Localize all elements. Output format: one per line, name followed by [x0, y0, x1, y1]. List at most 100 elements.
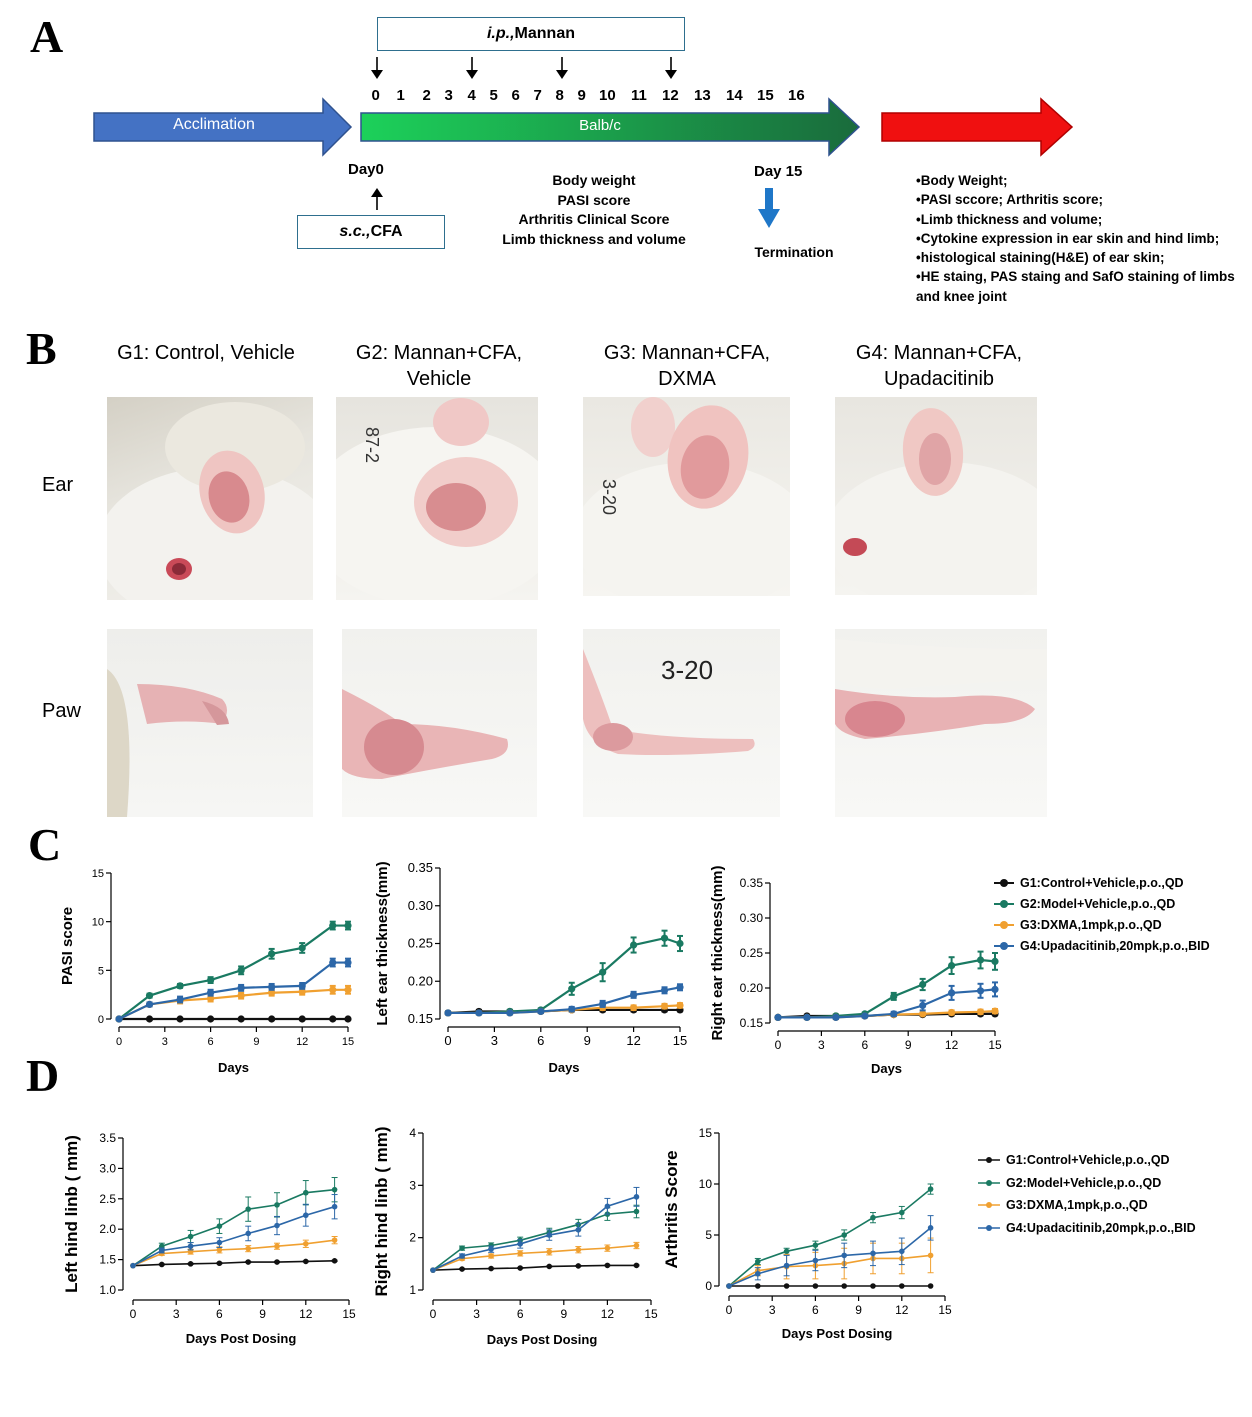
- chart-right-ear-thickness: 0.15 0.20 0.25 0.30 0.35 0 3 6 9 12 15 Days Right ea…: [709, 865, 1002, 1076]
- handwritten-label: 3-20: [599, 479, 619, 515]
- y-tick-label: 0.25: [740, 946, 764, 960]
- endpoint-item: •Body Weight;: [916, 173, 1008, 188]
- legend-item-g3: G3:DXMA,1mpk,p.o.,QD: [994, 914, 1210, 935]
- data-point: [159, 1247, 165, 1254]
- y-axis-label: PASI score: [59, 907, 76, 985]
- day0-label: Day0: [348, 161, 384, 178]
- y-tick-label: 0.25: [408, 936, 433, 951]
- day0-up-arrow: [371, 188, 383, 210]
- data-point: [344, 921, 352, 930]
- x-tick-label: 12: [626, 1033, 640, 1048]
- data-point: [870, 1250, 876, 1257]
- data-point: [861, 1012, 869, 1020]
- data-point: [630, 941, 638, 949]
- endpoint-item: •PASI sccore; Arthritis score;: [916, 192, 1104, 208]
- endpoint-item: •histological staining(H&E) of ear skin;: [916, 250, 1165, 266]
- series-4: [444, 983, 684, 1017]
- endpoint-item: and knee joint: [916, 288, 1007, 304]
- data-point: [274, 1243, 280, 1250]
- day-number: 12: [662, 87, 679, 104]
- x-tick-label: 12: [296, 1036, 308, 1048]
- data-point: [899, 1248, 905, 1255]
- day15-label: Day 15: [754, 163, 803, 180]
- x-tick-label: 12: [945, 1038, 959, 1052]
- measure-item: Body weight: [552, 172, 636, 188]
- series-2: [774, 950, 999, 1022]
- series-2: [444, 929, 684, 1017]
- day-number: 0: [371, 87, 380, 104]
- chart-pasi-score: 0 5 10 15 0 3 6 9 12 15 Days PASI score: [59, 868, 354, 1075]
- x-tick-label: 6: [216, 1307, 223, 1321]
- y-tick-label: 3.5: [99, 1131, 116, 1145]
- legend-c: G1:Control+Vehicle,p.o.,QD G2:Model+Vehi…: [994, 872, 1210, 956]
- data-point: [517, 1241, 523, 1247]
- data-point: [303, 1189, 309, 1196]
- data-point: [303, 1212, 309, 1219]
- ip-route: i.p.,: [486, 25, 515, 42]
- x-tick-label: 3: [473, 1307, 480, 1321]
- y-tick-label: 0.35: [408, 860, 433, 875]
- data-point: [237, 992, 245, 1000]
- sc-route: s.c.,: [339, 223, 371, 240]
- data-point: [237, 966, 245, 974]
- series-line: [728, 1254, 931, 1287]
- data-point: [187, 1243, 194, 1250]
- group-title-g2: G2: Mannan+CFA, Vehicle: [355, 342, 523, 390]
- y-axis-label: Left ear thickness(mm): [374, 861, 391, 1025]
- x-tick-label: 15: [342, 1307, 356, 1321]
- data-point: [783, 1283, 790, 1289]
- data-point: [298, 1015, 306, 1023]
- y-tick-label: 5: [705, 1228, 712, 1242]
- data-point: [298, 944, 306, 952]
- x-tick-label: 9: [855, 1303, 862, 1317]
- data-point: [927, 1186, 934, 1192]
- day-number: 2: [422, 87, 431, 104]
- data-point: [575, 1263, 582, 1269]
- x-tick-label: 3: [769, 1303, 776, 1317]
- y-tick-label: 10: [92, 917, 104, 929]
- series-line: [432, 1210, 637, 1271]
- acclimation-label: Acclimation: [173, 116, 255, 133]
- data-point: [459, 1266, 465, 1272]
- data-point: [927, 1252, 934, 1259]
- x-tick-label: 9: [259, 1307, 266, 1321]
- data-point: [216, 1247, 223, 1253]
- data-point: [298, 988, 306, 996]
- x-tick-label: 15: [938, 1303, 952, 1317]
- series-4: [115, 957, 352, 1023]
- data-point: [948, 989, 956, 997]
- x-tick-label: 3: [818, 1038, 825, 1052]
- data-point: [599, 968, 607, 976]
- data-point: [115, 1015, 123, 1023]
- data-point: [803, 1013, 811, 1022]
- y-tick-label: 0.15: [408, 1011, 433, 1026]
- data-point: [331, 1237, 338, 1243]
- legend-d: G1:Control+Vehicle,p.o.,QD G2:Model+Vehi…: [978, 1149, 1196, 1239]
- day-number: 13: [694, 87, 711, 104]
- photo-ear-g4: [835, 397, 1037, 595]
- data-point: [274, 1222, 280, 1229]
- measure-item: Limb thickness and volume: [502, 230, 686, 247]
- y-tick-label: 1: [409, 1283, 416, 1297]
- data-point: [927, 1225, 934, 1231]
- series-2: [130, 1177, 338, 1269]
- data-point: [274, 1202, 280, 1208]
- data-point: [676, 983, 684, 991]
- day-number: 3: [444, 87, 453, 104]
- x-tick-label: 6: [208, 1036, 214, 1048]
- data-point: [976, 1008, 985, 1016]
- ip-agent: Mannan: [514, 25, 575, 42]
- series-line: [448, 937, 681, 1015]
- group-title-g3: G3: Mannan+CFA, DXMA: [603, 342, 771, 390]
- x-tick-label: 0: [444, 1033, 451, 1048]
- legend-item-g4: G4:Upadacitinib,20mpk,p.o.,BID: [994, 935, 1210, 956]
- series-line: [132, 1205, 335, 1267]
- x-axis-label: Days: [871, 1061, 902, 1076]
- y-tick-label: 0.20: [740, 981, 764, 995]
- data-point: [459, 1253, 465, 1259]
- data-point: [660, 934, 669, 942]
- day-number: 1: [396, 87, 405, 104]
- data-point: [245, 1259, 251, 1265]
- chart-left-hind-limb: 1.0 1.5 2.0 2.5 3.0 3.5 0 3 6 9 12 15 Days Post Dosi…: [62, 1131, 356, 1346]
